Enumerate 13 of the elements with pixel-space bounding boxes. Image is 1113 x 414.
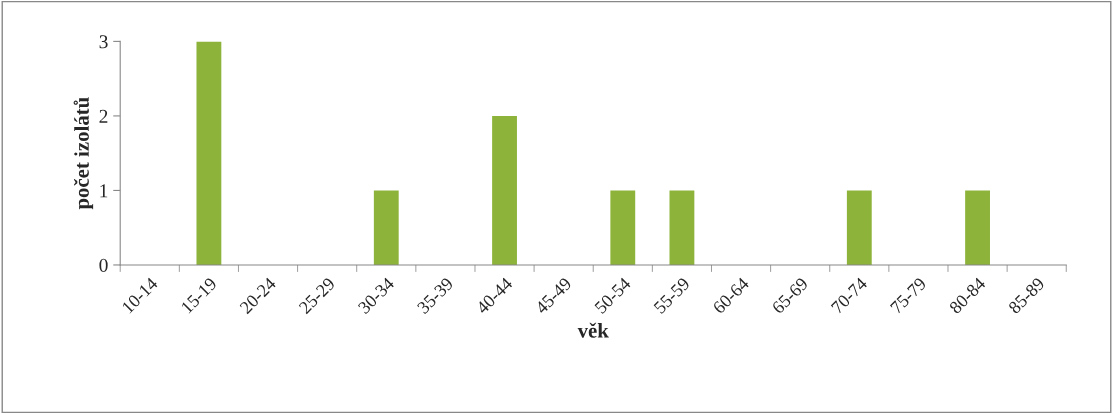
y-tick-label: 3	[99, 35, 108, 49]
bar	[669, 190, 695, 265]
x-axis-title: věk	[577, 322, 609, 338]
bar	[196, 41, 222, 265]
bar	[492, 115, 517, 265]
y-tick-label: 2	[99, 109, 108, 123]
bar	[373, 190, 399, 265]
y-tick-label: 1	[100, 184, 108, 198]
bar	[610, 190, 636, 265]
bar	[846, 190, 872, 265]
bar	[965, 190, 990, 265]
y-axis-title: počet izolátů	[73, 97, 94, 210]
y-tick-label: 0	[99, 258, 108, 272]
